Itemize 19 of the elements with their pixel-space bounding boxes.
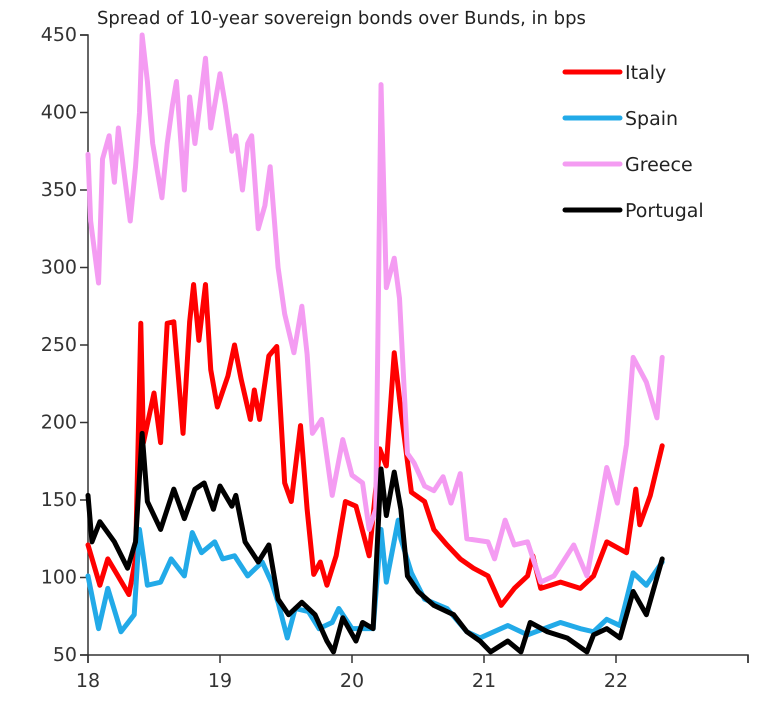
y-tick-label: 150 bbox=[40, 489, 77, 512]
legend-label: Greece bbox=[625, 154, 693, 176]
x-tick-label: 22 bbox=[604, 670, 628, 692]
legend-label: Portugal bbox=[625, 200, 704, 222]
y-tick-label: 50 bbox=[52, 644, 77, 666]
x-tick-label: 21 bbox=[472, 670, 496, 692]
y-tick-label: 400 bbox=[40, 102, 77, 124]
y-tick-label: 250 bbox=[40, 334, 77, 356]
x-tick-label: 18 bbox=[76, 670, 100, 692]
y-tick-label: 300 bbox=[40, 256, 77, 279]
legend-label: Spain bbox=[625, 108, 678, 130]
x-tick-label: 19 bbox=[208, 670, 232, 692]
legend-label: Italy bbox=[625, 62, 666, 84]
y-tick-label: 450 bbox=[40, 24, 77, 46]
y-tick-label: 100 bbox=[40, 566, 77, 589]
chart-title: Spread of 10-year sovereign bonds over Bunds, in bps bbox=[97, 8, 586, 29]
x-tick-label: 20 bbox=[340, 670, 364, 692]
y-tick-label: 350 bbox=[40, 179, 77, 202]
y-tick-label: 200 bbox=[40, 412, 77, 434]
